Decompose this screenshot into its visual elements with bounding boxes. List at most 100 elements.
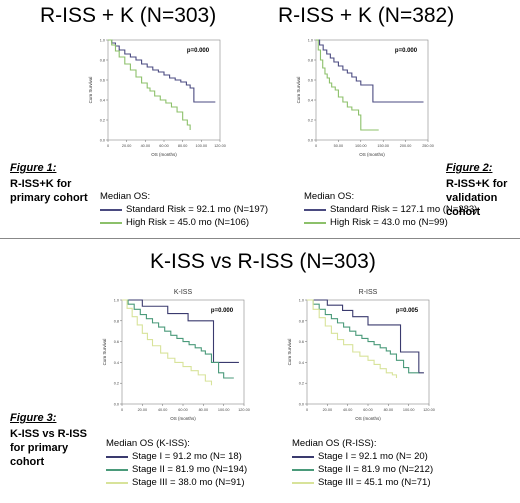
y-tick-label: 0.6 <box>114 340 119 344</box>
legend-label: Stage I = 92.1 mo (N= 20) <box>318 451 428 462</box>
x-tick-label: 100.00 <box>218 408 230 412</box>
legend-title: Median OS: <box>304 191 355 202</box>
title-top-left: R-ISS + K (N=303) <box>40 4 217 27</box>
km-chart-fig2: 0.0 0.2 0.4 0.6 0.8 1.0 0 50.00 100.00 150.00 200.… <box>296 39 434 158</box>
y-tick-label: 0.0 <box>100 139 105 143</box>
x-tick-label: 20.00 <box>323 408 333 412</box>
legend-title: Median OS (R-ISS): <box>292 438 377 449</box>
x-tick-label: 150.00 <box>377 144 389 148</box>
y-tick-label: 1.0 <box>299 299 304 303</box>
series-line-standard-risk <box>316 39 424 103</box>
series-line-stage-ii <box>122 299 234 379</box>
legend-item-stage3: Stage III = 38.0 mo (N=91) <box>106 476 247 489</box>
legend-swatch <box>292 481 314 484</box>
x-tick-label: 20.00 <box>138 408 148 412</box>
x-tick-label: 120.00 <box>238 408 250 412</box>
legend-swatch <box>304 208 326 211</box>
km-chart-kiss: K-ISS 0.0 0.2 0.4 0.6 0.8 1.0 0 20.00 40.00 60.00 8… <box>102 289 250 421</box>
legend-title: Median OS (K-ISS): <box>106 438 190 449</box>
chart-title: K-ISS <box>174 289 193 296</box>
series-line-standard-risk <box>108 39 216 103</box>
x-tick-label: 200.00 <box>400 144 412 148</box>
legend-item-high: High Risk = 43.0 mo (N=99) <box>304 216 477 229</box>
p-value: p=0.000 <box>211 308 234 314</box>
y-axis-label: Cum Survival <box>296 77 301 104</box>
x-tick-label: 80.00 <box>178 144 188 148</box>
plot-area <box>315 39 429 141</box>
x-tick-label: 40.00 <box>158 408 168 412</box>
y-tick-label: 0.6 <box>100 79 105 83</box>
x-tick-label: 120.00 <box>423 408 435 412</box>
plot-area <box>107 39 221 141</box>
legend-item-stage1: Stage I = 91.2 mo (N= 18) <box>106 450 247 463</box>
y-tick-label: 0.0 <box>114 403 119 407</box>
x-tick-label: 100.00 <box>355 144 367 148</box>
x-tick-label: 60.00 <box>159 144 169 148</box>
legend-label: High Risk = 45.0 mo (N=106) <box>126 217 250 228</box>
y-tick-label: 1.0 <box>100 39 105 43</box>
legend-title: Median OS: <box>100 191 151 202</box>
y-tick-label: 0.2 <box>100 119 105 123</box>
x-tick-label: 40.00 <box>343 408 353 412</box>
legend-label: Stage III = 45.1 mo (N=71) <box>318 477 431 488</box>
x-tick-label: 80.00 <box>199 408 209 412</box>
y-tick-label: 0.8 <box>100 59 105 63</box>
x-tick-label: 100.00 <box>196 144 208 148</box>
x-tick-label: 0 <box>121 408 123 412</box>
legend-swatch <box>106 481 128 484</box>
section-divider <box>0 238 520 239</box>
y-axis-label: Cum Survival <box>88 77 93 104</box>
x-tick-label: 0 <box>107 144 109 148</box>
x-axis-label: OS (months) <box>359 152 385 157</box>
legend-label: Stage III = 38.0 mo (N=91) <box>132 477 245 488</box>
series-line-stage-i <box>307 299 424 374</box>
legend-item-high: High Risk = 45.0 mo (N=106) <box>100 216 268 229</box>
legend-label: Standard Risk = 92.1 mo (N=197) <box>126 204 269 215</box>
series-line-stage-i <box>122 299 239 363</box>
legend-swatch <box>106 468 128 471</box>
figure-2-caption: R-ISS+K for validation cohort <box>446 178 508 218</box>
series-line-stage-ii <box>307 299 419 374</box>
series-line-stage-iii <box>122 299 213 386</box>
x-tick-label: 120.00 <box>214 144 226 148</box>
x-tick-label: 0 <box>315 144 317 148</box>
x-tick-label: 60.00 <box>363 408 373 412</box>
x-tick-label: 60.00 <box>178 408 188 412</box>
legend-item-standard: Standard Risk = 127.1 mo (N=283) <box>304 203 477 216</box>
y-tick-label: 0.8 <box>114 319 119 323</box>
x-tick-label: 0 <box>306 408 308 412</box>
y-tick-label: 0.2 <box>308 119 313 123</box>
y-tick-label: 0.4 <box>299 361 304 365</box>
x-tick-label: 80.00 <box>384 408 394 412</box>
title-top-right: R-ISS + K (N=382) <box>278 4 455 27</box>
x-tick-label: 100.00 <box>403 408 415 412</box>
y-tick-label: 1.0 <box>114 299 119 303</box>
series-line-high-risk <box>316 39 379 131</box>
figure-1-caption: R-ISS+K for primary cohort <box>10 178 88 204</box>
legend-label: High Risk = 43.0 mo (N=99) <box>330 217 448 228</box>
y-tick-label: 0.8 <box>308 59 313 63</box>
series-line-stage-iii <box>307 299 398 378</box>
legend-item-stage2: Stage II = 81.9 mo (N=212) <box>292 463 433 476</box>
legend-kiss: Median OS (K-ISS): Stage I = 91.2 mo (N=… <box>106 437 247 489</box>
legend-item-stage3: Stage III = 45.1 mo (N=71) <box>292 476 433 489</box>
y-tick-label: 0.2 <box>114 382 119 386</box>
figure-2-label: Figure 2: <box>446 162 493 174</box>
x-axis-label: OS (months) <box>170 416 196 421</box>
y-tick-label: 0.6 <box>299 340 304 344</box>
legend-label: Standard Risk = 127.1 mo (N=283) <box>330 204 478 215</box>
legend-label: Stage II = 81.9 mo (N=194) <box>132 464 248 475</box>
plot-area <box>121 299 245 405</box>
series-line-high-risk <box>108 39 191 130</box>
p-value: p=0.000 <box>187 48 210 54</box>
x-axis-label: OS (months) <box>151 152 177 157</box>
legend-swatch <box>100 221 122 224</box>
y-tick-label: 0.6 <box>308 79 313 83</box>
x-tick-label: 40.00 <box>141 144 151 148</box>
y-tick-label: 0.4 <box>308 99 313 103</box>
legend-swatch <box>106 455 128 458</box>
y-tick-label: 0.8 <box>299 319 304 323</box>
y-tick-label: 0.0 <box>308 139 313 143</box>
y-tick-label: 1.0 <box>308 39 313 43</box>
y-tick-label: 0.4 <box>100 99 105 103</box>
